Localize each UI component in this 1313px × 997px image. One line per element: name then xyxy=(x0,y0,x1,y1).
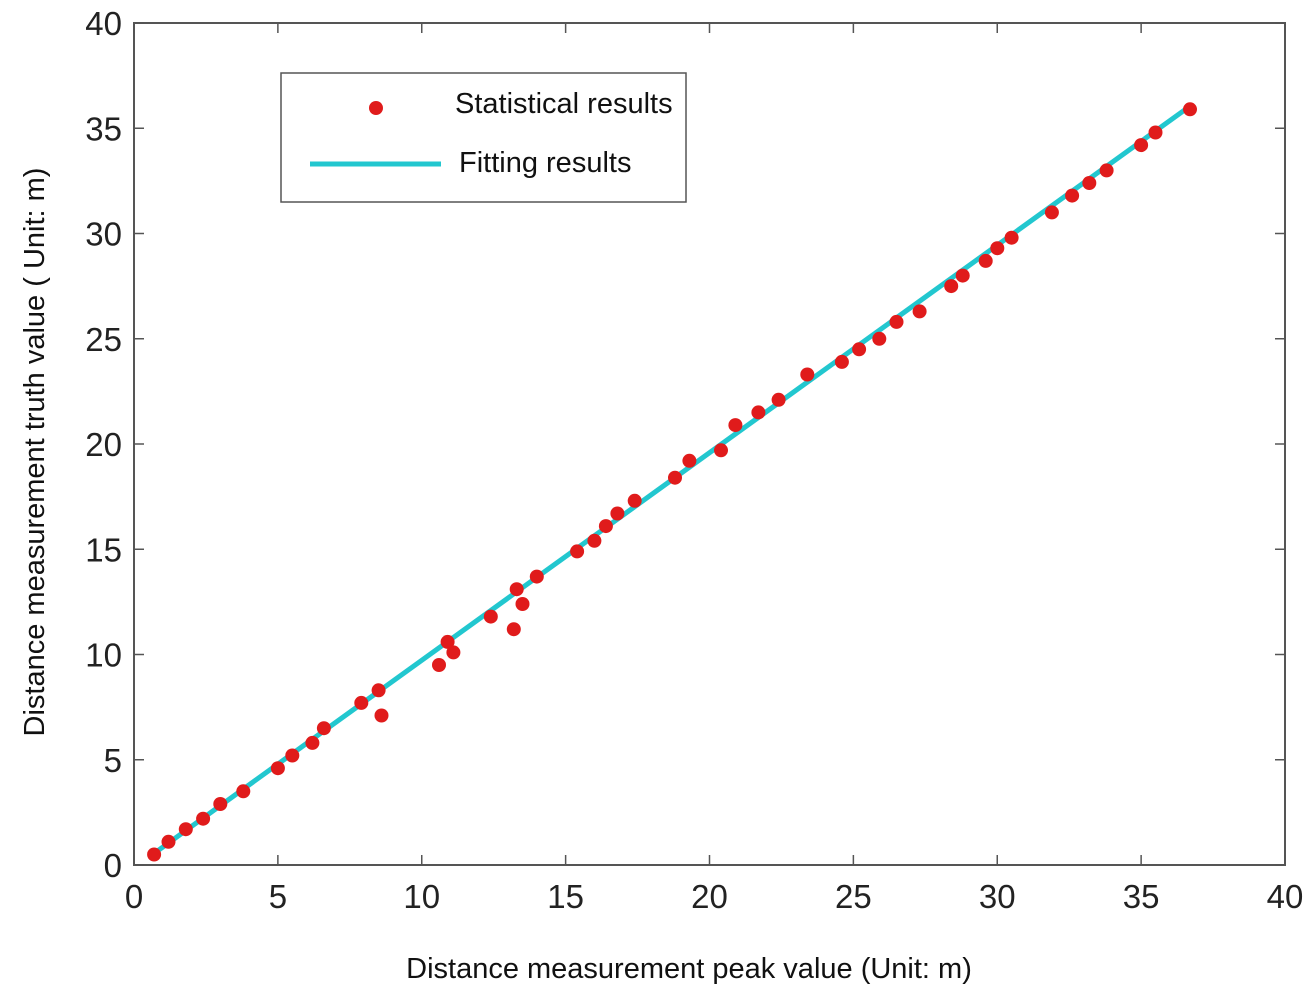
data-point xyxy=(317,721,331,735)
data-point xyxy=(990,241,1004,255)
data-point xyxy=(507,622,521,636)
data-point xyxy=(375,709,389,723)
legend: Statistical results Fitting results xyxy=(281,73,686,202)
y-tick-label: 25 xyxy=(85,321,122,358)
y-tick-label: 35 xyxy=(85,110,122,147)
x-tick-label: 15 xyxy=(547,878,584,915)
x-axis-title: Distance measurement peak value (Unit: m… xyxy=(406,953,972,985)
y-tick-label: 40 xyxy=(85,5,122,42)
data-point xyxy=(484,610,498,624)
x-tick-label: 10 xyxy=(403,878,440,915)
legend-label-fitting-results: Fitting results xyxy=(459,147,631,179)
data-point xyxy=(913,304,927,318)
data-point xyxy=(432,658,446,672)
data-point xyxy=(147,848,161,862)
data-point xyxy=(510,582,524,596)
data-point xyxy=(979,254,993,268)
y-axis-title: Distance measurement truth value ( Unit:… xyxy=(19,168,51,737)
data-point xyxy=(751,405,765,419)
y-tick-label: 10 xyxy=(85,637,122,674)
data-point xyxy=(271,761,285,775)
y-tick-label: 0 xyxy=(104,847,122,884)
data-point xyxy=(1149,126,1163,140)
data-point xyxy=(872,332,886,346)
x-tick-label: 20 xyxy=(691,878,728,915)
data-point xyxy=(236,784,250,798)
x-tick-label: 30 xyxy=(979,878,1016,915)
data-point xyxy=(372,683,386,697)
data-point xyxy=(599,519,613,533)
legend-marker-statistical-results xyxy=(369,101,383,115)
data-point xyxy=(196,812,210,826)
data-point xyxy=(1183,102,1197,116)
data-point xyxy=(354,696,368,710)
data-point xyxy=(628,494,642,508)
data-point xyxy=(179,822,193,836)
data-point xyxy=(213,797,227,811)
data-point xyxy=(1082,176,1096,190)
data-point xyxy=(1005,231,1019,245)
x-tick-labels: 0 5 10 15 20 25 30 35 40 xyxy=(125,878,1304,915)
data-point xyxy=(682,454,696,468)
data-point xyxy=(587,534,601,548)
data-point xyxy=(714,443,728,457)
data-point xyxy=(835,355,849,369)
data-point xyxy=(1100,163,1114,177)
data-point xyxy=(1134,138,1148,152)
data-point xyxy=(944,279,958,293)
data-point xyxy=(668,471,682,485)
data-point xyxy=(1045,205,1059,219)
data-point xyxy=(772,393,786,407)
data-point xyxy=(1065,189,1079,203)
data-point xyxy=(530,570,544,584)
legend-label-statistical-results: Statistical results xyxy=(455,88,673,120)
data-point xyxy=(570,544,584,558)
y-tick-label: 5 xyxy=(104,742,122,779)
x-tick-label: 25 xyxy=(835,878,872,915)
y-tick-label: 15 xyxy=(85,531,122,568)
data-point xyxy=(956,269,970,283)
x-tick-label: 40 xyxy=(1267,878,1304,915)
x-tick-label: 5 xyxy=(269,878,287,915)
data-point xyxy=(890,315,904,329)
data-point xyxy=(285,749,299,763)
y-tick-labels: 0 5 10 15 20 25 30 35 40 xyxy=(85,5,122,884)
data-point xyxy=(610,507,624,521)
data-point xyxy=(162,835,176,849)
data-point xyxy=(516,597,530,611)
data-point xyxy=(800,368,814,382)
x-tick-label: 0 xyxy=(125,878,143,915)
y-tick-label: 30 xyxy=(85,216,122,253)
y-tick-label: 20 xyxy=(85,426,122,463)
data-point xyxy=(305,736,319,750)
data-point xyxy=(852,342,866,356)
data-point xyxy=(728,418,742,432)
data-point xyxy=(446,645,460,659)
x-tick-label: 35 xyxy=(1123,878,1160,915)
